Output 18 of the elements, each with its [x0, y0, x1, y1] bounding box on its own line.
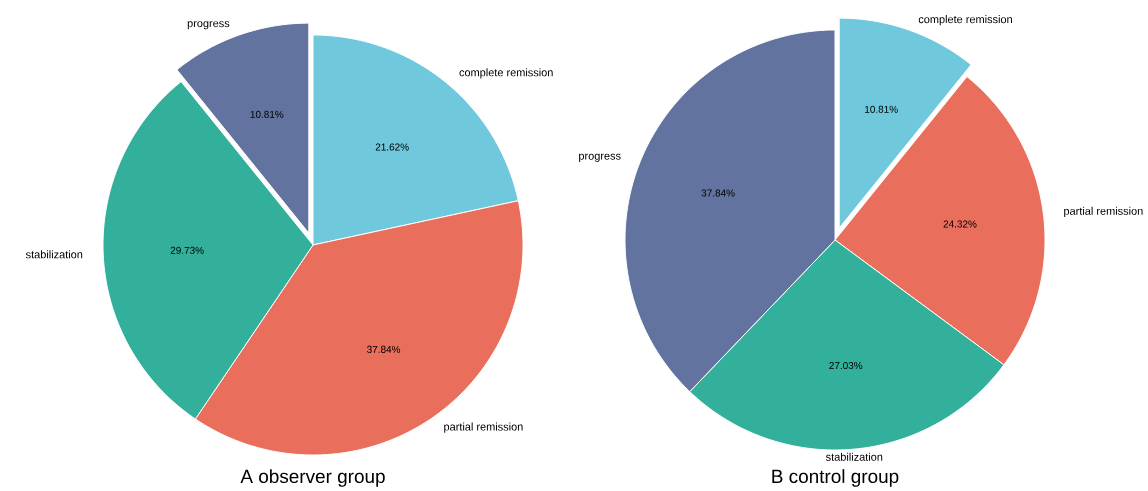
data-label: 37.84% [701, 189, 735, 197]
data-label: 27.03% [829, 362, 863, 370]
data-label: 10.81% [250, 110, 284, 118]
text: A observer group [240, 469, 385, 487]
slice-label: partial remission [444, 422, 523, 433]
data-label: 24.32% [943, 220, 977, 228]
slice-label: partial remission [1064, 206, 1143, 218]
data-label: 29.73% [170, 246, 204, 254]
slice-label: complete remission [918, 15, 1012, 26]
data-label: 10.81% [865, 105, 898, 113]
text: B control group [772, 469, 899, 487]
slice-label: progress [579, 153, 621, 162]
slice-label: stabilization [25, 250, 83, 259]
data-label: 37.84% [367, 345, 401, 353]
slice-label: stabilization [825, 452, 883, 461]
data-label: 21.62% [375, 143, 409, 151]
slice-label: complete remission [459, 68, 553, 79]
slice-label: progress [187, 21, 230, 30]
